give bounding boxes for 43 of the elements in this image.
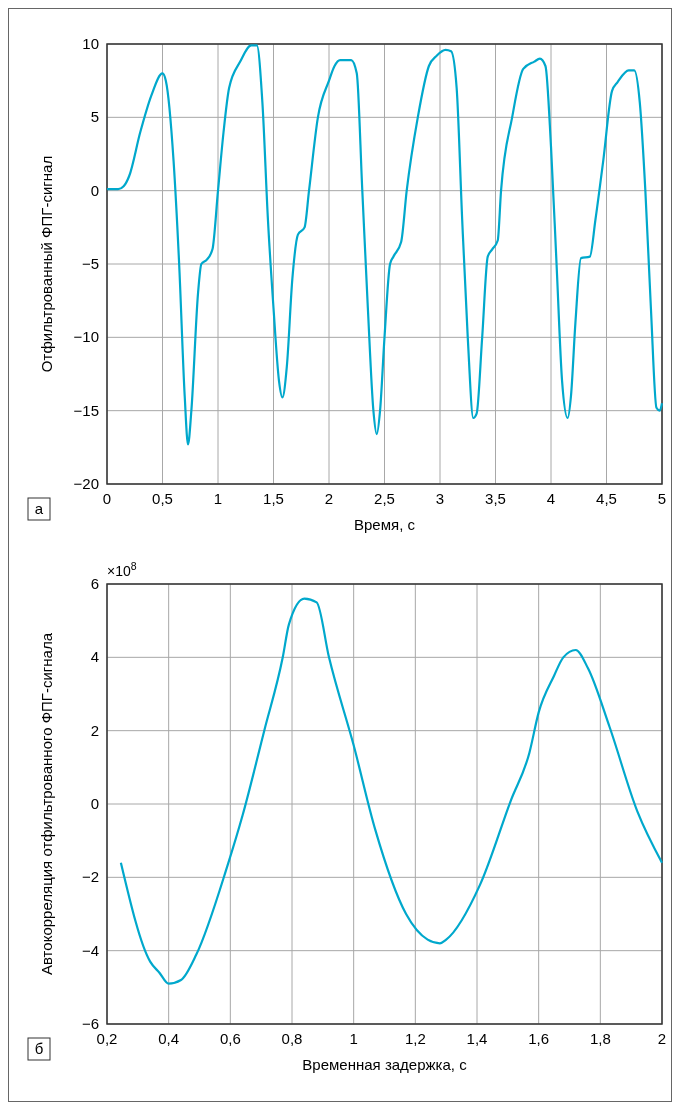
text: ×10$^{8}$ <box>107 560 137 579</box>
x-tick-label: 1,4 <box>466 1030 488 1047</box>
y-tick-label: −6 <box>81 1015 99 1032</box>
y-tick-label: −5 <box>81 255 99 272</box>
x-tick-label: 4 <box>546 490 556 507</box>
y-axis-title: Автокорреляция отфильтрованного ФПГ-сигнала <box>38 632 55 976</box>
y-tick-label: 10 <box>82 35 99 52</box>
y-tick-label: −4 <box>81 941 99 959</box>
x-tick-label: 4,5 <box>596 490 617 507</box>
x-tick-label: 0,4 <box>158 1030 180 1047</box>
x-tick-label: 0,6 <box>219 1030 241 1047</box>
y-tick-label: −2 <box>81 868 99 886</box>
x-tick-label: 1 <box>213 490 223 507</box>
y-tick-label: 0 <box>90 181 99 199</box>
x-tick-label: 0,8 <box>281 1030 303 1047</box>
x-tick-label: 1,2 <box>404 1030 426 1047</box>
text: б <box>34 1040 44 1057</box>
y-tick-label: 2 <box>90 721 99 739</box>
x-tick-label: 1 <box>349 1030 358 1047</box>
y-tick-label: 4 <box>90 648 99 666</box>
x-tick-label: 2 <box>324 490 334 507</box>
y-tick-label: 5 <box>90 108 99 126</box>
line-series <box>119 597 664 985</box>
x-axis-title: Время, с <box>354 516 416 533</box>
x-tick-label: 0 <box>102 490 112 507</box>
x-tick-label: 0,5 <box>152 490 173 507</box>
x-tick-label: 3,5 <box>485 490 506 507</box>
x-tick-label: 1,8 <box>589 1030 611 1047</box>
x-tick-label: 5 <box>657 490 667 507</box>
x-tick-label: 1,5 <box>263 490 284 507</box>
x-tick-label: 2 <box>657 1030 667 1047</box>
x-tick-label: 3 <box>435 490 445 507</box>
y-tick-label: 6 <box>90 575 99 592</box>
x-tick-label: 0,2 <box>96 1030 118 1047</box>
x-tick-label: 2,5 <box>374 490 395 507</box>
text: а <box>34 500 44 517</box>
x-tick-label: 1,6 <box>528 1030 550 1047</box>
x-axis-title: Временная задержка, с <box>302 1056 468 1073</box>
y-tick-label: −10 <box>73 328 99 346</box>
y-tick-label: −15 <box>73 401 99 419</box>
y-tick-label: −20 <box>73 475 99 492</box>
y-axis-title: Отфильтрованный ФПГ-сигнал <box>38 155 55 373</box>
y-tick-label: 0 <box>90 795 99 812</box>
